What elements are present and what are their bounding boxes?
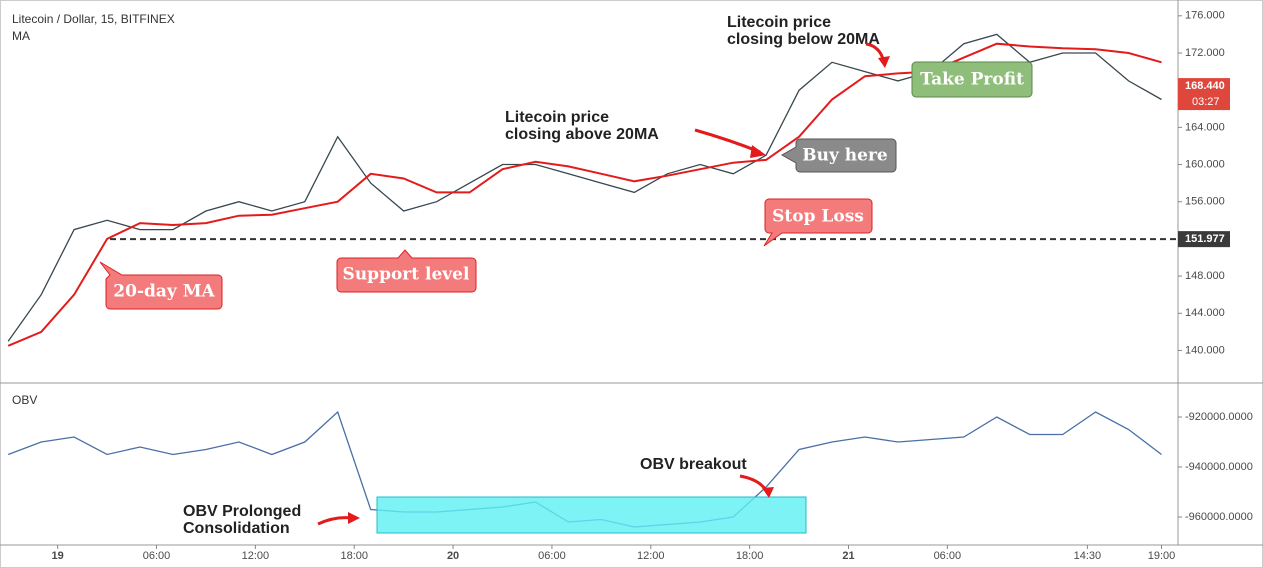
annotation: OBV Prolonged: [183, 503, 301, 520]
annotation: Stop Loss: [772, 207, 864, 227]
x-tick-label: 06:00: [538, 550, 566, 562]
price-line: [7, 33, 1162, 342]
arrow-head: [348, 512, 360, 524]
indicator-line: [7, 42, 1162, 347]
y-tick-label: -940000.0000: [1185, 461, 1253, 473]
indicator-label: OBV: [12, 393, 37, 407]
marks: 140.000144.000148.000152.000156.000160.0…: [7, 10, 1253, 562]
annotation: closing above 20MA: [505, 126, 659, 143]
price-tag-label: 168.440: [1185, 80, 1225, 92]
buy-here-box: [780, 138, 897, 173]
annotation: Consolidation: [183, 520, 290, 537]
y-tick-label: 172.000: [1185, 47, 1225, 59]
take-profit-box: [911, 61, 1033, 98]
y-tick-label: -920000.0000: [1185, 411, 1253, 423]
y-tick-label: 148.000: [1185, 270, 1225, 282]
annotation: Take Profit: [920, 70, 1024, 90]
consolidation-box: [376, 496, 807, 534]
stop-tag-label: 151.977: [1185, 233, 1225, 245]
x-tick-label: 18:00: [736, 550, 764, 562]
y-tick-label: 176.000: [1185, 10, 1225, 22]
arrow-head: [750, 145, 766, 158]
annotation: Litecoin price: [727, 14, 831, 31]
annotation: closing below 20MA: [727, 31, 880, 48]
arrow-head: [878, 56, 890, 68]
chart-title: Litecoin / Dollar, 15, BITFINEX: [12, 12, 175, 26]
x-tick-label: 14:30: [1074, 550, 1102, 562]
y-tick-label: 164.000: [1185, 121, 1225, 133]
x-tick-label: 12:00: [242, 550, 270, 562]
x-tick-label: 12:00: [637, 550, 665, 562]
y-tick-label: 144.000: [1185, 307, 1225, 319]
x-tick-label: 19:00: [1148, 550, 1176, 562]
y-tick-label: 160.000: [1185, 158, 1225, 170]
stop-tag: [1178, 231, 1230, 248]
x-tick-label: 18:00: [340, 550, 368, 562]
annotation: OBV breakout: [640, 456, 747, 473]
x-tick-label: 20: [447, 550, 459, 562]
y-tick-label: 156.000: [1185, 196, 1225, 208]
price-tag: [1178, 78, 1230, 111]
countdown-label: 03:27: [1192, 96, 1220, 108]
x-tick-label: 06:00: [934, 550, 962, 562]
x-tick-label: 19: [52, 550, 64, 562]
annotation: Support level: [343, 265, 470, 285]
y-tick-label: -960000.0000: [1185, 511, 1253, 523]
support-box: [336, 249, 477, 293]
x-tick-label: 06:00: [143, 550, 171, 562]
indicator-label: MA: [12, 29, 30, 43]
stop-loss-box: [763, 198, 873, 247]
annotation: Buy here: [802, 146, 888, 166]
x-tick-label: 21: [842, 550, 854, 562]
annotation: Litecoin price: [505, 109, 609, 126]
y-tick-label: 140.000: [1185, 344, 1225, 356]
ma-label-box: [99, 261, 223, 310]
annotation: 20-day MA: [113, 282, 215, 302]
arrow-head: [762, 487, 774, 498]
